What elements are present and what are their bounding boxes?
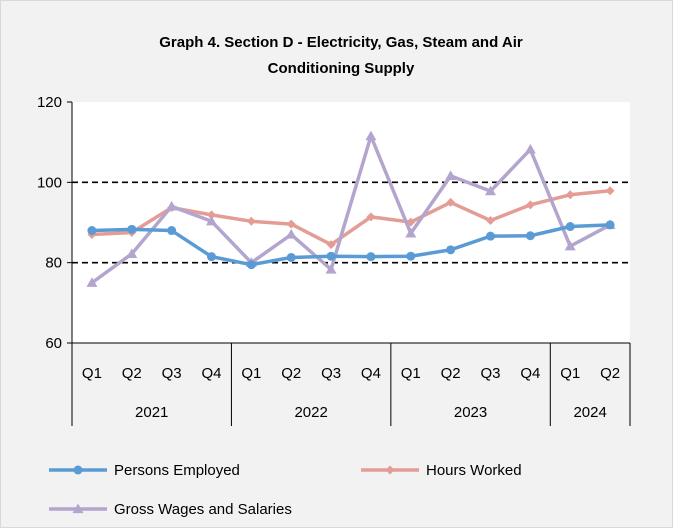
series-persons-employed [87, 220, 615, 270]
data-point [167, 226, 177, 236]
data-point [366, 252, 376, 262]
x-tick-label: Q1 [401, 365, 421, 382]
x-group-label: 2023 [454, 404, 487, 421]
gridlines [72, 102, 630, 343]
legend-label: Persons Employed [114, 462, 240, 479]
legend-item: Gross Wages and Salaries [49, 501, 292, 518]
x-tick-label: Q1 [241, 365, 261, 382]
legend-label: Hours Worked [426, 462, 522, 479]
data-point [446, 197, 456, 207]
x-tick-label: Q1 [82, 365, 102, 382]
x-tick-label: Q3 [480, 365, 500, 382]
data-point [126, 248, 138, 258]
legend: Persons Employed Hours Worked Gross Wages … [49, 462, 522, 518]
data-point [206, 215, 217, 226]
data-point [286, 252, 296, 262]
data-point [605, 186, 615, 196]
data-point [285, 229, 297, 239]
x-tick-label: Q4 [201, 365, 221, 382]
data-point [246, 216, 256, 226]
x-group-label: 2022 [294, 404, 327, 421]
x-tick-label: Q2 [281, 365, 301, 382]
data-point [446, 245, 456, 255]
legend-item: Hours Worked [361, 462, 522, 479]
axes: 60 80 100 120 Q1 Q2 Q3 Q4 Q1 Q2 Q3 Q4 Q1 Q2 Q3 Q4 Q1 Q2 20… [37, 94, 631, 426]
x-tick-label: Q3 [321, 365, 341, 382]
x-tick-label: Q3 [162, 365, 182, 382]
data-point [127, 224, 137, 234]
data-point [524, 143, 536, 154]
legend-marker [385, 465, 395, 475]
chart-title-line2: Conditioning Supply [268, 60, 415, 77]
data-point [564, 240, 576, 251]
x-tick-label: Q2 [441, 365, 461, 382]
data-point [207, 252, 216, 262]
data-point [326, 251, 336, 261]
plot-area [72, 102, 630, 343]
y-tick-label: 60 [45, 335, 62, 352]
data-point [166, 200, 178, 211]
series-lines [86, 130, 616, 287]
x-group-label: 2021 [135, 404, 168, 421]
data-point [246, 260, 256, 270]
legend-marker [73, 465, 83, 475]
data-point [525, 231, 535, 241]
data-point [605, 220, 615, 230]
data-point [365, 130, 377, 141]
data-point [406, 251, 416, 261]
data-point [565, 190, 575, 200]
data-point [565, 222, 575, 232]
y-tick-label: 100 [37, 174, 62, 191]
data-point [486, 215, 495, 225]
y-tick-label: 120 [37, 94, 62, 111]
x-group-label: 2024 [573, 404, 606, 421]
data-point [485, 185, 496, 196]
data-point [207, 210, 216, 220]
series-line [90, 134, 611, 285]
legend-label: Gross Wages and Salaries [114, 501, 292, 518]
data-point [86, 277, 98, 287]
data-point [405, 227, 417, 238]
data-point [486, 231, 495, 241]
x-tick-label: Q2 [122, 365, 142, 382]
data-point [87, 226, 97, 236]
y-tick-label: 80 [45, 255, 62, 272]
data-point [366, 212, 376, 222]
x-tick-label: Q4 [361, 365, 381, 382]
x-tick-label: Q2 [600, 365, 620, 382]
chart-title-line1: Graph 4. Section D - Electricity, Gas, S… [159, 34, 523, 51]
legend-marker [72, 503, 84, 514]
legend-item: Persons Employed [49, 462, 240, 479]
series-line [91, 223, 611, 267]
data-point [286, 219, 296, 229]
data-point [325, 263, 337, 274]
x-tick-label: Q4 [520, 365, 540, 382]
data-point [445, 170, 457, 181]
x-tick-label: Q1 [560, 365, 580, 382]
data-point [326, 240, 336, 250]
data-point [525, 200, 535, 210]
